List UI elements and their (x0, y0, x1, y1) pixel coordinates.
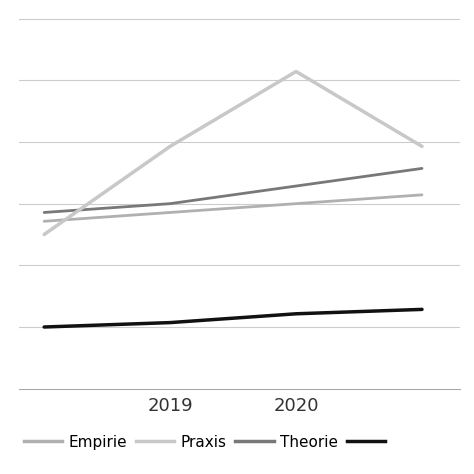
Legend: Empirie, Praxis, Theorie, : Empirie, Praxis, Theorie, (18, 428, 397, 456)
